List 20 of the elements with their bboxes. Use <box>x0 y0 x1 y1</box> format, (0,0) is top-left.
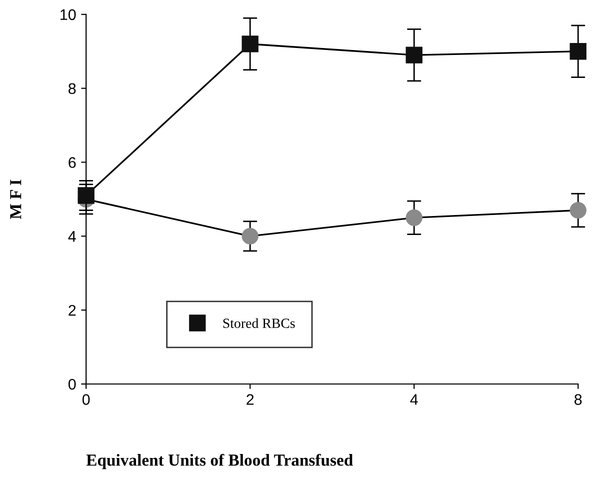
x-tick-label: 8 <box>574 394 582 405</box>
point <box>570 43 586 60</box>
point <box>406 46 422 64</box>
x-tick-label: 2 <box>246 394 254 405</box>
y-axis-title: M F I <box>10 180 22 219</box>
y-tick-label: 6 <box>68 157 76 168</box>
y-tick-label: 0 <box>68 378 76 390</box>
y-tick-label: 8 <box>68 83 76 94</box>
point <box>406 209 422 226</box>
point <box>78 187 94 204</box>
legend-label: Stored RBCs <box>223 318 295 328</box>
x-axis-title: Equivalent Units of Blood Transfused <box>86 454 353 470</box>
point <box>570 202 586 219</box>
point <box>242 228 258 244</box>
y-tick-label: 10 <box>60 9 76 20</box>
x-tick-label: 4 <box>410 394 418 405</box>
point <box>242 36 258 52</box>
y-tick-label: 4 <box>68 231 76 242</box>
x-tick-label: 0 <box>82 394 90 405</box>
y-tick-label: 2 <box>68 304 76 316</box>
